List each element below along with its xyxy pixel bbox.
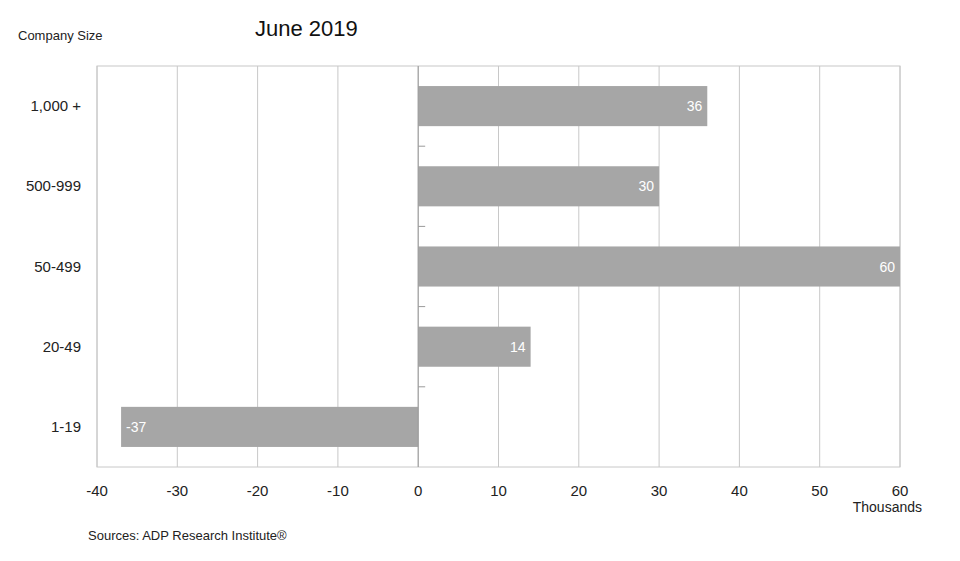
data-label: 14: [510, 339, 526, 355]
x-tick-label: 20: [570, 482, 587, 499]
chart-svg: -40 -30 -20 -10 0 10 20 30 40 50 60 36 30 60 14 -37 1,00…: [0, 0, 960, 561]
x-axis-label: Thousands: [853, 499, 922, 515]
x-tick-label: -20: [247, 482, 269, 499]
grid-line: [418, 66, 419, 467]
y-tick-label: 1,000 +: [31, 97, 82, 114]
x-tick-label: 40: [731, 482, 748, 499]
plot-frame: [97, 66, 900, 467]
category-separator: [418, 226, 425, 227]
data-label: -37: [126, 419, 146, 435]
x-tick-label: -40: [86, 482, 108, 499]
y-tick-label: 1-19: [51, 418, 81, 435]
bars: [121, 86, 900, 447]
x-tick-label: 50: [811, 482, 828, 499]
x-tick-label: 30: [651, 482, 668, 499]
data-label: 36: [687, 98, 703, 114]
bar: [418, 246, 900, 286]
data-label: 60: [879, 259, 895, 275]
y-tick-label: 50-499: [34, 258, 81, 275]
bar: [418, 86, 707, 126]
bar: [121, 407, 418, 447]
bar: [418, 327, 530, 367]
chart-title: June 2019: [255, 16, 358, 41]
y-tick-label: 500-999: [26, 177, 81, 194]
category-separator: [418, 306, 425, 307]
y-tick-label: 20-49: [43, 338, 81, 355]
x-tick-label: 60: [892, 482, 909, 499]
x-tick-label: 10: [490, 482, 507, 499]
y-axis-label: Company Size: [18, 28, 103, 43]
x-tick-label: -30: [166, 482, 188, 499]
grid-line: [97, 66, 98, 467]
category-separator: [418, 146, 425, 147]
x-tick-label: 0: [414, 482, 422, 499]
zero-axis: [418, 66, 419, 467]
category-separator: [418, 386, 425, 387]
data-label: 30: [639, 178, 655, 194]
chart-container: -40 -30 -20 -10 0 10 20 30 40 50 60 36 30 60 14 -37 1,00…: [0, 0, 960, 561]
source-note: Sources: ADP Research Institute®: [88, 528, 287, 543]
x-tick-label: -10: [327, 482, 349, 499]
bar: [418, 166, 659, 206]
